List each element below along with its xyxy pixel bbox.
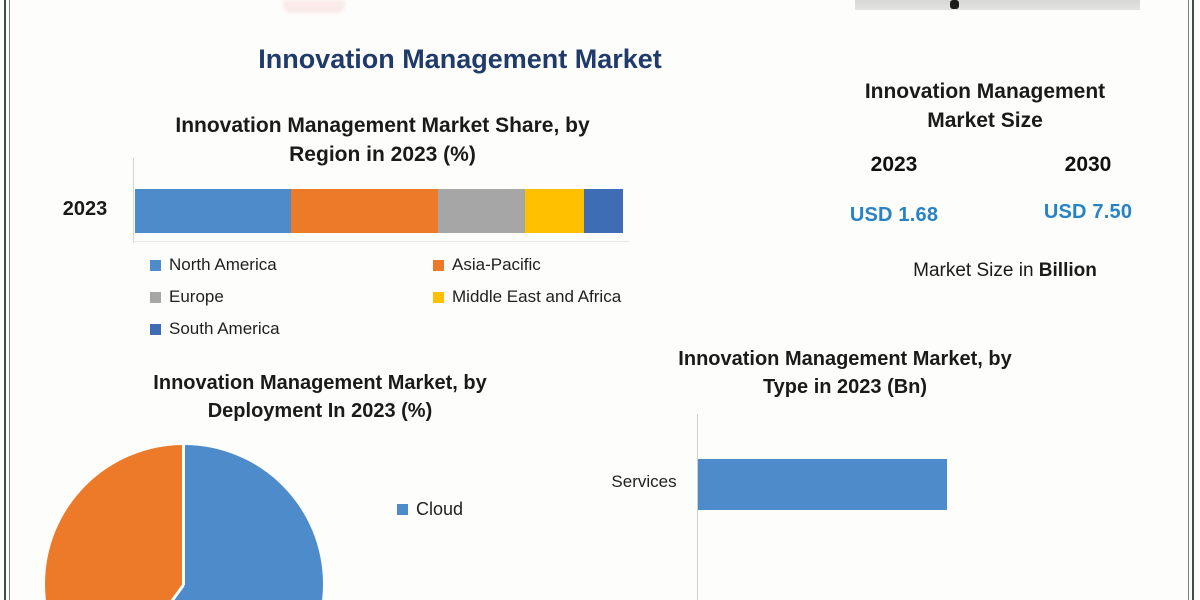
bar-segment-asia-pacific [291, 189, 438, 233]
pie-chart-title-line1: Innovation Management Market, by [153, 372, 487, 394]
market-size-title-line2: Market Size [927, 108, 1043, 132]
region-legend-item-middle-east-and-africa: Middle East and Africa [433, 286, 621, 308]
legend-marker-icon [433, 259, 444, 271]
legend-marker-icon [150, 323, 161, 335]
market-size-title-line1: Innovation Management [864, 80, 1106, 103]
region-chart-title-line1: Innovation Management Market Share, by [175, 114, 590, 137]
market-size-title: Innovation Management Market Size [810, 78, 1160, 136]
region-chart-title: Innovation Management Market Share, by R… [110, 112, 655, 170]
region-y-axis [133, 158, 134, 243]
region-legend-item-asia-pacific: Asia-Pacific [433, 254, 541, 276]
market-size-year-2023: 2023 [870, 153, 918, 176]
legend-label: Asia-Pacific [452, 255, 541, 274]
region-category-label: 2023 [62, 198, 108, 220]
market-size-value-2030: USD 7.50 [1043, 201, 1133, 223]
type-chart-title: Innovation Management Market, by Type in… [615, 346, 1075, 401]
frame-right-inner [1188, 0, 1189, 600]
region-legend-item-north-america: North America [150, 254, 277, 276]
type-chart-title-line2: Type in 2023 (Bn) [762, 375, 928, 398]
market-size-footnote-unit: Billion [1038, 260, 1097, 281]
type-plot-area [698, 459, 1143, 510]
type-y-axis [697, 414, 698, 600]
frame-left-outer [4, 0, 6, 600]
legend-label: Middle East and Africa [452, 287, 622, 306]
cloud-legend-marker-icon [397, 503, 408, 515]
frame-left-inner [9, 0, 10, 600]
page-title: Innovation Management Market [120, 44, 800, 75]
market-size-value-2023: USD 1.68 [849, 204, 939, 226]
bar-segment-middle-east-and-africa [525, 189, 584, 233]
legend-label: South America [169, 319, 280, 338]
legend-label: North America [169, 255, 277, 274]
region-legend-item-south-america: South America [150, 318, 280, 340]
region-x-axis [133, 241, 630, 242]
region-legend-item-europe: Europe [150, 286, 224, 308]
pie-divider-start [182, 445, 185, 585]
bar-segment-south-america [583, 189, 623, 233]
pie-legend-item-cloud: Cloud [397, 498, 463, 520]
bar-segment-north-america [135, 189, 292, 233]
frame-right-outer [1192, 0, 1194, 600]
region-stacked-bar [135, 189, 623, 233]
legend-marker-icon [150, 259, 161, 271]
market-size-year-2030: 2030 [1064, 153, 1112, 176]
region-chart-title-line2: Region in 2023 (%) [289, 142, 476, 166]
market-size-footnote: Market Size in Billion [840, 260, 1170, 282]
legend-marker-icon [150, 291, 161, 303]
cropped-glyph-artifact [950, 0, 959, 9]
legend-marker-icon [433, 291, 444, 303]
bar-segment-europe [437, 189, 526, 233]
legend-label: Europe [169, 287, 224, 306]
market-size-footnote-prefix: Market Size in [913, 260, 1039, 281]
pie-legend-label: Cloud [416, 498, 464, 519]
cropped-text-strip [855, 0, 1140, 10]
type-category-label: Services [611, 472, 677, 491]
type-chart-title-line1: Innovation Management Market, by [678, 348, 1012, 370]
cropped-logo-smudge [283, 0, 345, 13]
type-bar-services [698, 459, 948, 510]
pie-chart-title: Innovation Management Market, by Deploym… [85, 370, 555, 425]
pie-chart-title-line2: Deployment In 2023 (%) [207, 399, 433, 422]
page-title-text: Innovation Management Market [258, 44, 662, 74]
